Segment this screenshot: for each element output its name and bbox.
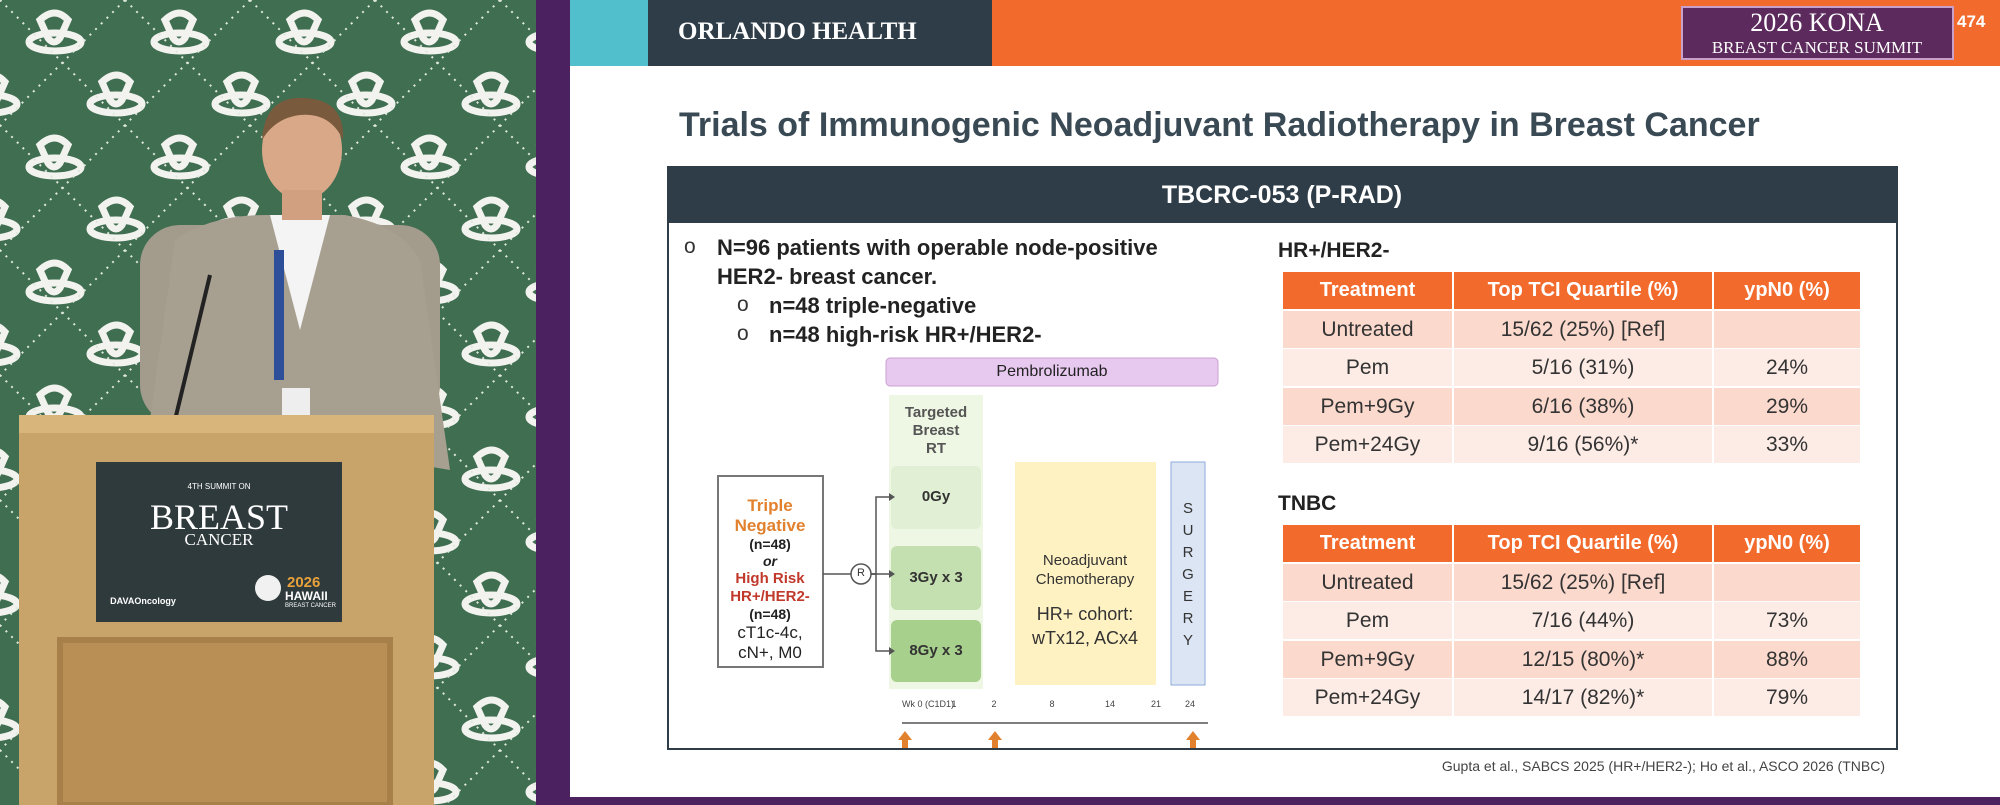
table-cell: 9/16 (56%)* [1454, 426, 1712, 464]
sign-text: HAWAII [285, 589, 328, 603]
rt-label: Targeted [904, 404, 968, 421]
surgery-letter: Y [1182, 632, 1194, 649]
bullet-text: HER2- breast cancer. [717, 264, 938, 289]
table-cell: Untreated [1283, 310, 1452, 348]
arm-label: 3Gy x 3 [909, 569, 963, 586]
stage-video [0, 0, 536, 805]
table-header-cell: ypN0 (%) [1714, 525, 1860, 562]
table-label: HR+/HER2- [1278, 239, 1390, 262]
table-cell: 12/15 (80%)* [1454, 640, 1712, 678]
table-cell: Pem [1283, 349, 1452, 387]
timeline-label: 1 [951, 699, 957, 709]
cohort-label: or [763, 553, 777, 569]
cohort-label: (n=48) [749, 606, 791, 622]
table-cell: 73% [1714, 602, 1860, 640]
surgery-letter: E [1182, 588, 1194, 605]
table-cell: 33% [1714, 426, 1860, 464]
surgery-letter: S [1182, 500, 1194, 517]
sign-text: BREAST [149, 497, 289, 537]
cohort-label: cN+, M0 [738, 643, 802, 662]
table-cell: Pem+24Gy [1283, 426, 1452, 464]
table-cell: 88% [1714, 640, 1860, 678]
table-cell: Pem+9Gy [1283, 640, 1452, 678]
table-header-cell: Treatment [1283, 525, 1452, 562]
bullet-marker: o [737, 322, 749, 345]
cohort-label: (n=48) [749, 536, 791, 552]
table-cell [1714, 310, 1860, 348]
table-header-cell: Treatment [1283, 272, 1452, 309]
citation: Gupta et al., SABCS 2025 (HR+/HER2-); Ho… [1441, 758, 1885, 774]
timeline-label: 8 [1049, 699, 1055, 709]
cohort-label: HR+/HER2- [730, 588, 810, 605]
header-accent [570, 0, 648, 66]
slide-title: Trials of Immunogenic Neoadjuvant Radiot… [679, 106, 1760, 144]
timeline-label: 14 [1104, 699, 1116, 709]
sign-text: 2026 [287, 574, 321, 591]
event-title: 2026 KONA [1750, 8, 1884, 37]
table-cell: Pem+24Gy [1283, 679, 1452, 717]
pembro-label: Pembrolizumab [996, 363, 1108, 380]
table-header-cell: Top TCI Quartile (%) [1454, 525, 1712, 562]
sign-text: 4TH SUMMIT ON [187, 482, 251, 491]
table-header-cell: Top TCI Quartile (%) [1454, 272, 1712, 309]
arm-label: 8Gy x 3 [909, 642, 963, 659]
surgery-letter: R [1182, 610, 1194, 627]
table-cell: Pem [1283, 602, 1452, 640]
surgery-letter: R [1182, 544, 1194, 561]
bullet-marker: o [737, 293, 749, 316]
cohort-label: Triple [747, 496, 793, 515]
chemo-label: Neoadjuvant [1042, 552, 1128, 569]
bullet-text: N=96 patients with operable node-positiv… [717, 235, 1158, 260]
bullet-text: n=48 high-risk HR+/HER2- [769, 322, 1042, 347]
table-cell: 5/16 (31%) [1454, 349, 1712, 387]
table-cell: Pem+9Gy [1283, 387, 1452, 425]
table-label: TNBC [1278, 492, 1337, 515]
sign-text: BREAST CANCER [285, 603, 336, 609]
cohort-label: High Risk [735, 570, 805, 587]
table-cell: 14/17 (82%)* [1454, 679, 1712, 717]
timeline-label: 21 [1150, 699, 1162, 709]
table-cell: 24% [1714, 349, 1860, 387]
timeline-label: 2 [991, 699, 997, 709]
hr-cohort-label: HR+ cohort: [1036, 604, 1134, 624]
hr-cohort-label: wTx12, ACx4 [1031, 628, 1139, 648]
arm-label: 0Gy [921, 488, 951, 505]
content-box-header [667, 166, 1898, 223]
cohort-label: Negative [734, 516, 806, 535]
rt-label: Breast [912, 422, 960, 439]
bullet-text: n=48 triple-negative [769, 293, 977, 318]
content-box-title: TBCRC-053 (P-RAD) [1161, 181, 1403, 209]
timeline-label: 24 [1184, 699, 1196, 709]
cohort-label: cT1c-4c, [737, 623, 803, 642]
bullet-marker: o [684, 235, 696, 258]
sign-text: CANCER [184, 530, 254, 549]
table-cell: Untreated [1283, 563, 1452, 601]
event-badge [1681, 6, 1954, 60]
surgery-letter: U [1182, 522, 1194, 539]
event-subtitle: BREAST CANCER SUMMIT [1711, 38, 1923, 57]
surgery-letter: G [1182, 566, 1194, 583]
table-cell: 7/16 (44%) [1454, 602, 1712, 640]
table-cell: 6/16 (38%) [1454, 387, 1712, 425]
table-cell: 15/62 (25%) [Ref] [1454, 310, 1712, 348]
chemo-label: Chemotherapy [1035, 571, 1135, 588]
slide-counter: 474 [1957, 12, 1986, 31]
header-brand-bar [648, 0, 992, 66]
timeline-label: Wk 0 (C1D1) [902, 699, 955, 709]
table-header-cell: ypN0 (%) [1714, 272, 1860, 309]
table-cell: 15/62 (25%) [Ref] [1454, 563, 1712, 601]
rt-label: RT [926, 440, 946, 457]
table-cell: 29% [1714, 387, 1860, 425]
randomize-label: R [857, 567, 865, 579]
table-cell: 79% [1714, 679, 1860, 717]
brand: ORLANDO HEALTH [678, 18, 917, 45]
table-cell [1714, 563, 1860, 601]
sign-text: DAVAOncology [110, 596, 176, 606]
